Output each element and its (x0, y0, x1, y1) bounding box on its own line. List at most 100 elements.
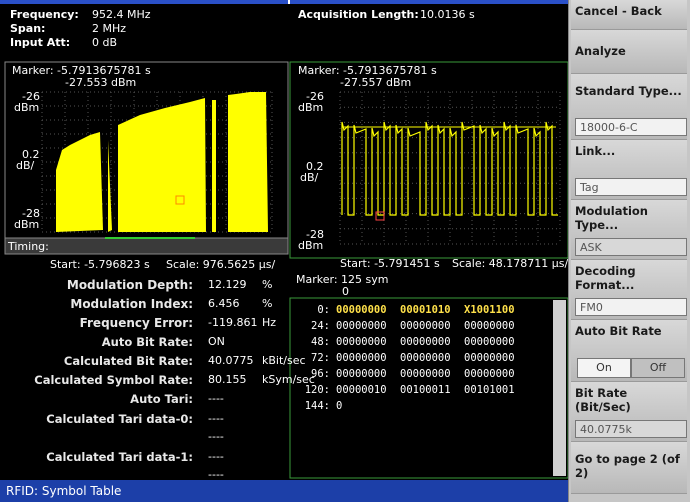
table-marker-sub: 0 (342, 285, 349, 298)
menu-button[interactable]: Cancel - Back (571, 0, 687, 30)
top-bar (0, 0, 568, 4)
trace (56, 132, 103, 232)
start: Start: -5.796823 s (50, 258, 150, 271)
y-unit: dBm (14, 218, 40, 231)
right-plot-frame (289, 61, 568, 259)
marker-box (175, 195, 185, 205)
symbol-group: 0 (336, 400, 343, 412)
symbol-group: 00000000 (400, 352, 451, 364)
status-bar (0, 480, 568, 502)
row-index: 96: (311, 368, 330, 380)
field[interactable]: 18000-6-C (575, 118, 687, 136)
row-index: 48: (311, 336, 330, 348)
measure-value: 6.456 (208, 297, 240, 310)
measure-value: ON (208, 335, 225, 348)
measure-value: ---- (208, 450, 224, 463)
measure-extra: ---- (208, 468, 224, 481)
scrollbar[interactable] (553, 300, 566, 476)
marker-value: -27.557 dBm (340, 76, 412, 89)
table-frame (289, 297, 568, 479)
measure-value: ---- (208, 392, 224, 405)
row-index: 0: (317, 304, 330, 316)
trace (118, 98, 206, 232)
label: Span: (10, 22, 46, 35)
symbol-group: 00000000 (336, 336, 387, 348)
measure-value: 12.129 (208, 278, 247, 291)
row-index: 24: (311, 320, 330, 332)
trace (108, 140, 112, 232)
marker: Marker: -5.7913675781 s (298, 64, 437, 77)
symbol-group: 00000000 (336, 320, 387, 332)
label: Acquisition Length: (298, 8, 419, 21)
menu-button[interactable]: Go to page 2 (of 2) (571, 442, 687, 494)
y-unit: dBm (298, 239, 324, 252)
symbol-group: 00000000 (336, 352, 387, 364)
value: 10.0136 s (420, 8, 475, 21)
y-unit: dB/ (16, 159, 35, 172)
measure-label: Calculated Symbol Rate: (34, 373, 193, 387)
y-label: 0.2 (22, 148, 40, 161)
y-label: -28 (306, 228, 324, 241)
measure-label: Auto Bit Rate: (101, 335, 193, 349)
toggle-on[interactable]: On (577, 358, 631, 378)
field[interactable]: FM0 (575, 298, 687, 316)
value: 2 MHz (92, 22, 127, 35)
menu-button[interactable]: Analyze (571, 30, 687, 74)
measure-label: Auto Tari: (130, 392, 193, 406)
measure-unit: % (262, 278, 273, 291)
measure-label: Frequency Error: (79, 316, 193, 330)
start: Start: -5.791451 s (340, 257, 440, 270)
row-index: 72: (311, 352, 330, 364)
value: 0 dB (92, 36, 118, 49)
symbol-group: 00000000 (464, 368, 515, 380)
symbol-group: 00000000 (400, 320, 451, 332)
y-unit: dBm (14, 101, 40, 114)
measure-label: Calculated Tari data-1: (46, 450, 193, 464)
trace (212, 100, 216, 232)
value: 952.4 MHz (92, 8, 151, 21)
scale: Scale: 976.5625 µs/ (166, 258, 276, 271)
measure-value: 40.0775 (208, 354, 254, 367)
y-label: -28 (22, 207, 40, 220)
timing-label: Timing: (8, 240, 49, 253)
symbol-group: X1001100 (464, 304, 515, 316)
label: Frequency: (10, 8, 79, 21)
measure-extra: ---- (208, 430, 224, 443)
status: RFID: Symbol Table (6, 484, 122, 498)
symbol-group: 00000000 (400, 336, 451, 348)
symbol-group: 00000000 (464, 352, 515, 364)
y-label: -26 (22, 90, 40, 103)
trace (228, 92, 268, 232)
symbol-group: 00000000 (400, 368, 451, 380)
scale: Scale: 48.178711 µs/ (452, 257, 569, 270)
measure-value: -119.861 (208, 316, 258, 329)
marker-box (375, 211, 385, 221)
label: Input Att: (10, 36, 71, 49)
marker: Marker: -5.7913675781 s (12, 64, 151, 77)
measure-value: ---- (208, 412, 224, 425)
measure-unit: kSym/sec (262, 373, 315, 386)
field[interactable]: Tag (575, 178, 687, 196)
y-unit: dB/ (300, 171, 319, 184)
measure-value: 80.155 (208, 373, 247, 386)
field[interactable]: 40.0775k (575, 420, 687, 438)
symbol-group: 00000010 (336, 384, 387, 396)
symbol-group: 00000000 (336, 368, 387, 380)
measure-label: Calculated Tari data-0: (46, 412, 193, 426)
measure-label: Modulation Index: (70, 297, 193, 311)
field[interactable]: ASK (575, 238, 687, 256)
y-label: -26 (306, 90, 324, 103)
measure-label: Calculated Bit Rate: (63, 354, 193, 368)
toggle-off[interactable]: Off (631, 358, 685, 378)
symbol-group: 00101001 (464, 384, 515, 396)
trace (341, 121, 558, 216)
measure-unit: % (262, 297, 273, 310)
row-index: 144: (304, 400, 330, 412)
side-menu: Cancel - Back Analyze Standard Type... 1… (568, 0, 690, 502)
y-label: 0.2 (306, 160, 324, 173)
measure-unit: Hz (262, 316, 277, 329)
measure-label: Modulation Depth: (66, 278, 193, 292)
plots (4, 61, 568, 479)
measure-unit: kBit/sec (262, 354, 306, 367)
